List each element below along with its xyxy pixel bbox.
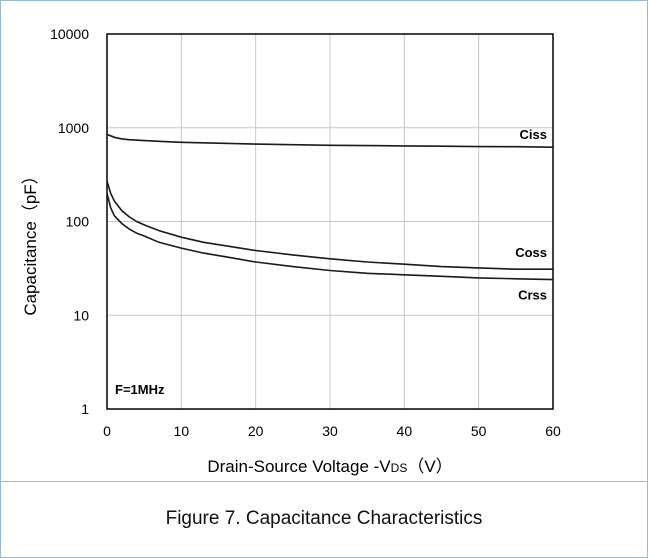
- x-axis-title: Drain-Source Voltage -VDS（V）: [207, 457, 452, 476]
- y-tick-label: 10000: [50, 26, 89, 42]
- series-ciss-line: [106, 133, 554, 148]
- x-axis-title-unit: （V）: [407, 457, 452, 476]
- series-crss-label: Crss: [518, 288, 547, 303]
- grid: [107, 34, 553, 409]
- series-lines: [106, 133, 554, 281]
- tick-labels: 0 10 20 30 40 50 60 1 10 100 1000 10000: [50, 26, 561, 439]
- x-axis-title-main: Drain-Source Voltage -V: [207, 457, 391, 476]
- y-axis-title: Capacitance（pF）: [21, 167, 40, 315]
- x-tick-label: 50: [471, 423, 487, 439]
- y-tick-label: 10: [73, 307, 89, 323]
- series-coss-label: Coss: [515, 245, 547, 260]
- series-crss-line: [106, 193, 554, 281]
- plot-border: [106, 33, 554, 410]
- series-labels: Ciss Coss Crss: [515, 127, 547, 302]
- series-coss-line: [106, 180, 553, 271]
- capacitance-chart: 0 10 20 30 40 50 60 1 10 100 1000 10000 Ciss Coss Crs…: [21, 26, 561, 476]
- x-axis-title-subscript: DS: [391, 461, 408, 475]
- x-tick-label: 0: [103, 423, 111, 439]
- x-tick-label: 20: [248, 423, 264, 439]
- figure-caption: Figure 7. Capacitance Characteristics: [165, 508, 483, 529]
- y-tick-label: 100: [66, 214, 90, 230]
- frequency-annotation: F=1MHz: [115, 382, 165, 397]
- series-ciss-label: Ciss: [520, 127, 547, 142]
- y-tick-label: 1000: [58, 120, 89, 136]
- x-tick-label: 40: [397, 423, 413, 439]
- y-tick-label: 1: [81, 401, 89, 417]
- caption-divider: [0, 481, 648, 482]
- x-tick-label: 60: [545, 423, 561, 439]
- x-tick-label: 30: [322, 423, 338, 439]
- x-tick-label: 10: [174, 423, 190, 439]
